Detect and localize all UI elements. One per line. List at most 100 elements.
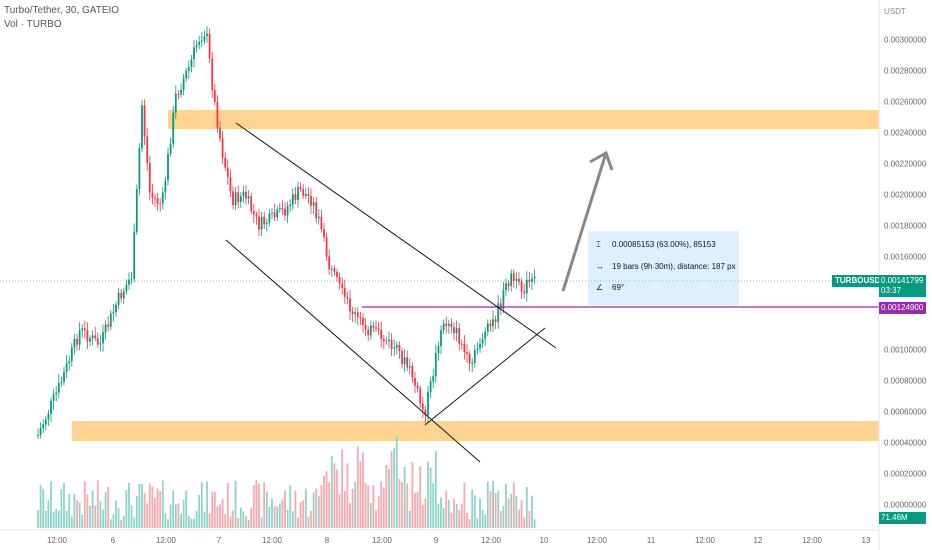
candle-body <box>143 105 146 137</box>
candle-body <box>130 278 133 280</box>
volume-bar <box>198 494 201 528</box>
candle-body <box>265 222 268 225</box>
candle-body <box>247 196 250 199</box>
volume-bar <box>372 485 375 528</box>
volume-bar <box>388 469 390 528</box>
volume-bar <box>440 497 442 528</box>
candle-body <box>325 237 328 257</box>
candle-body <box>291 194 294 205</box>
candle-body <box>364 325 367 330</box>
candle-body <box>73 339 76 348</box>
volume-bar <box>128 482 130 528</box>
volume-bar <box>338 494 341 528</box>
candle-body <box>70 347 73 362</box>
candle-body <box>356 312 359 318</box>
volume-bar <box>351 488 354 528</box>
volume-bar <box>232 510 234 528</box>
volume-bar <box>130 505 133 528</box>
volume-bar <box>310 510 312 528</box>
volume-bar <box>229 516 232 528</box>
price-tick-label: 0.00280000 <box>884 66 927 76</box>
volume-bar <box>291 511 294 528</box>
candle-body <box>411 366 414 379</box>
volume-bar <box>455 503 458 528</box>
price-tick-label: 0.00080000 <box>884 376 927 386</box>
time-tick-label: 12 <box>753 536 763 545</box>
candle-body <box>489 323 492 327</box>
candle-body <box>424 409 427 416</box>
candle-body <box>479 343 481 349</box>
candle-body <box>351 311 354 315</box>
volume-bar <box>395 436 398 528</box>
volume-bar <box>343 491 346 528</box>
measure-tool-box[interactable]: ⌶ 0.00085153 (63.00%), 85153 ↔ 19 bars (9h… <box>588 231 739 305</box>
candle-body <box>68 361 71 364</box>
candle-body <box>151 192 154 198</box>
volume-bar <box>89 505 91 528</box>
candle-body <box>185 70 188 79</box>
candle-body <box>432 376 435 382</box>
candle-body <box>133 231 136 279</box>
candle-body <box>102 332 104 344</box>
volume-bar <box>258 483 260 528</box>
volume-bar <box>286 509 289 528</box>
volume-bar <box>99 501 102 528</box>
candle-body <box>161 192 164 204</box>
candle-body <box>492 319 494 327</box>
price-tick-label: 0.00220000 <box>884 159 927 169</box>
candle-body <box>81 328 84 331</box>
time-tick-label: 12:00 <box>371 536 393 545</box>
volume-bar <box>177 503 180 528</box>
volume-bar <box>401 481 403 528</box>
candle-body <box>382 338 385 342</box>
arrow-head-icon <box>589 150 614 171</box>
price-tick-label: 0.00040000 <box>884 438 927 448</box>
candle-body <box>52 394 55 401</box>
candle-body <box>281 208 284 210</box>
volume-bar <box>167 519 169 528</box>
volume-bar <box>255 480 258 528</box>
volume-bar <box>489 490 492 528</box>
candle-body <box>263 216 266 225</box>
candle-body <box>486 323 489 332</box>
volume-bar <box>245 516 247 528</box>
volume-bar <box>429 467 432 528</box>
candle-body <box>174 93 177 113</box>
candle-body <box>122 291 125 299</box>
volume-bar <box>471 489 474 528</box>
volume-bar <box>427 461 429 528</box>
candle-body <box>78 330 81 345</box>
candle-body <box>180 89 182 95</box>
volume-bar <box>528 510 531 528</box>
candle-body <box>226 167 229 178</box>
candle-body <box>39 428 42 435</box>
candle-body <box>455 328 458 334</box>
volume-bar <box>468 519 471 528</box>
candle-body <box>312 202 315 206</box>
candle-body <box>525 279 528 294</box>
time-tick-label: 12:00 <box>46 536 68 545</box>
symbol-price-label: TURBOUSDT <box>832 275 889 287</box>
volume-bar <box>315 488 318 528</box>
candle-body <box>141 105 143 149</box>
candle-body <box>63 371 65 382</box>
volume-bar <box>453 498 455 528</box>
candle-body <box>146 136 149 163</box>
volume-bar <box>299 501 302 528</box>
candle-body <box>245 192 247 199</box>
candle-body <box>419 388 422 404</box>
measure-bars: 19 bars (9h 30m), distance: 187 px <box>612 262 736 271</box>
candle-body <box>117 292 120 305</box>
candle-body <box>154 197 156 199</box>
volume-bar <box>460 503 463 528</box>
candle-body <box>224 157 227 168</box>
volume-bar <box>73 494 76 528</box>
horizontal-range-icon: ↔ <box>596 262 604 271</box>
candle-body <box>37 434 39 436</box>
volume-bar <box>414 492 416 528</box>
volume-bar <box>276 506 279 528</box>
candle-body <box>515 278 518 281</box>
candle-body <box>156 198 159 204</box>
volume-value-tag: 71.46M <box>879 512 926 524</box>
